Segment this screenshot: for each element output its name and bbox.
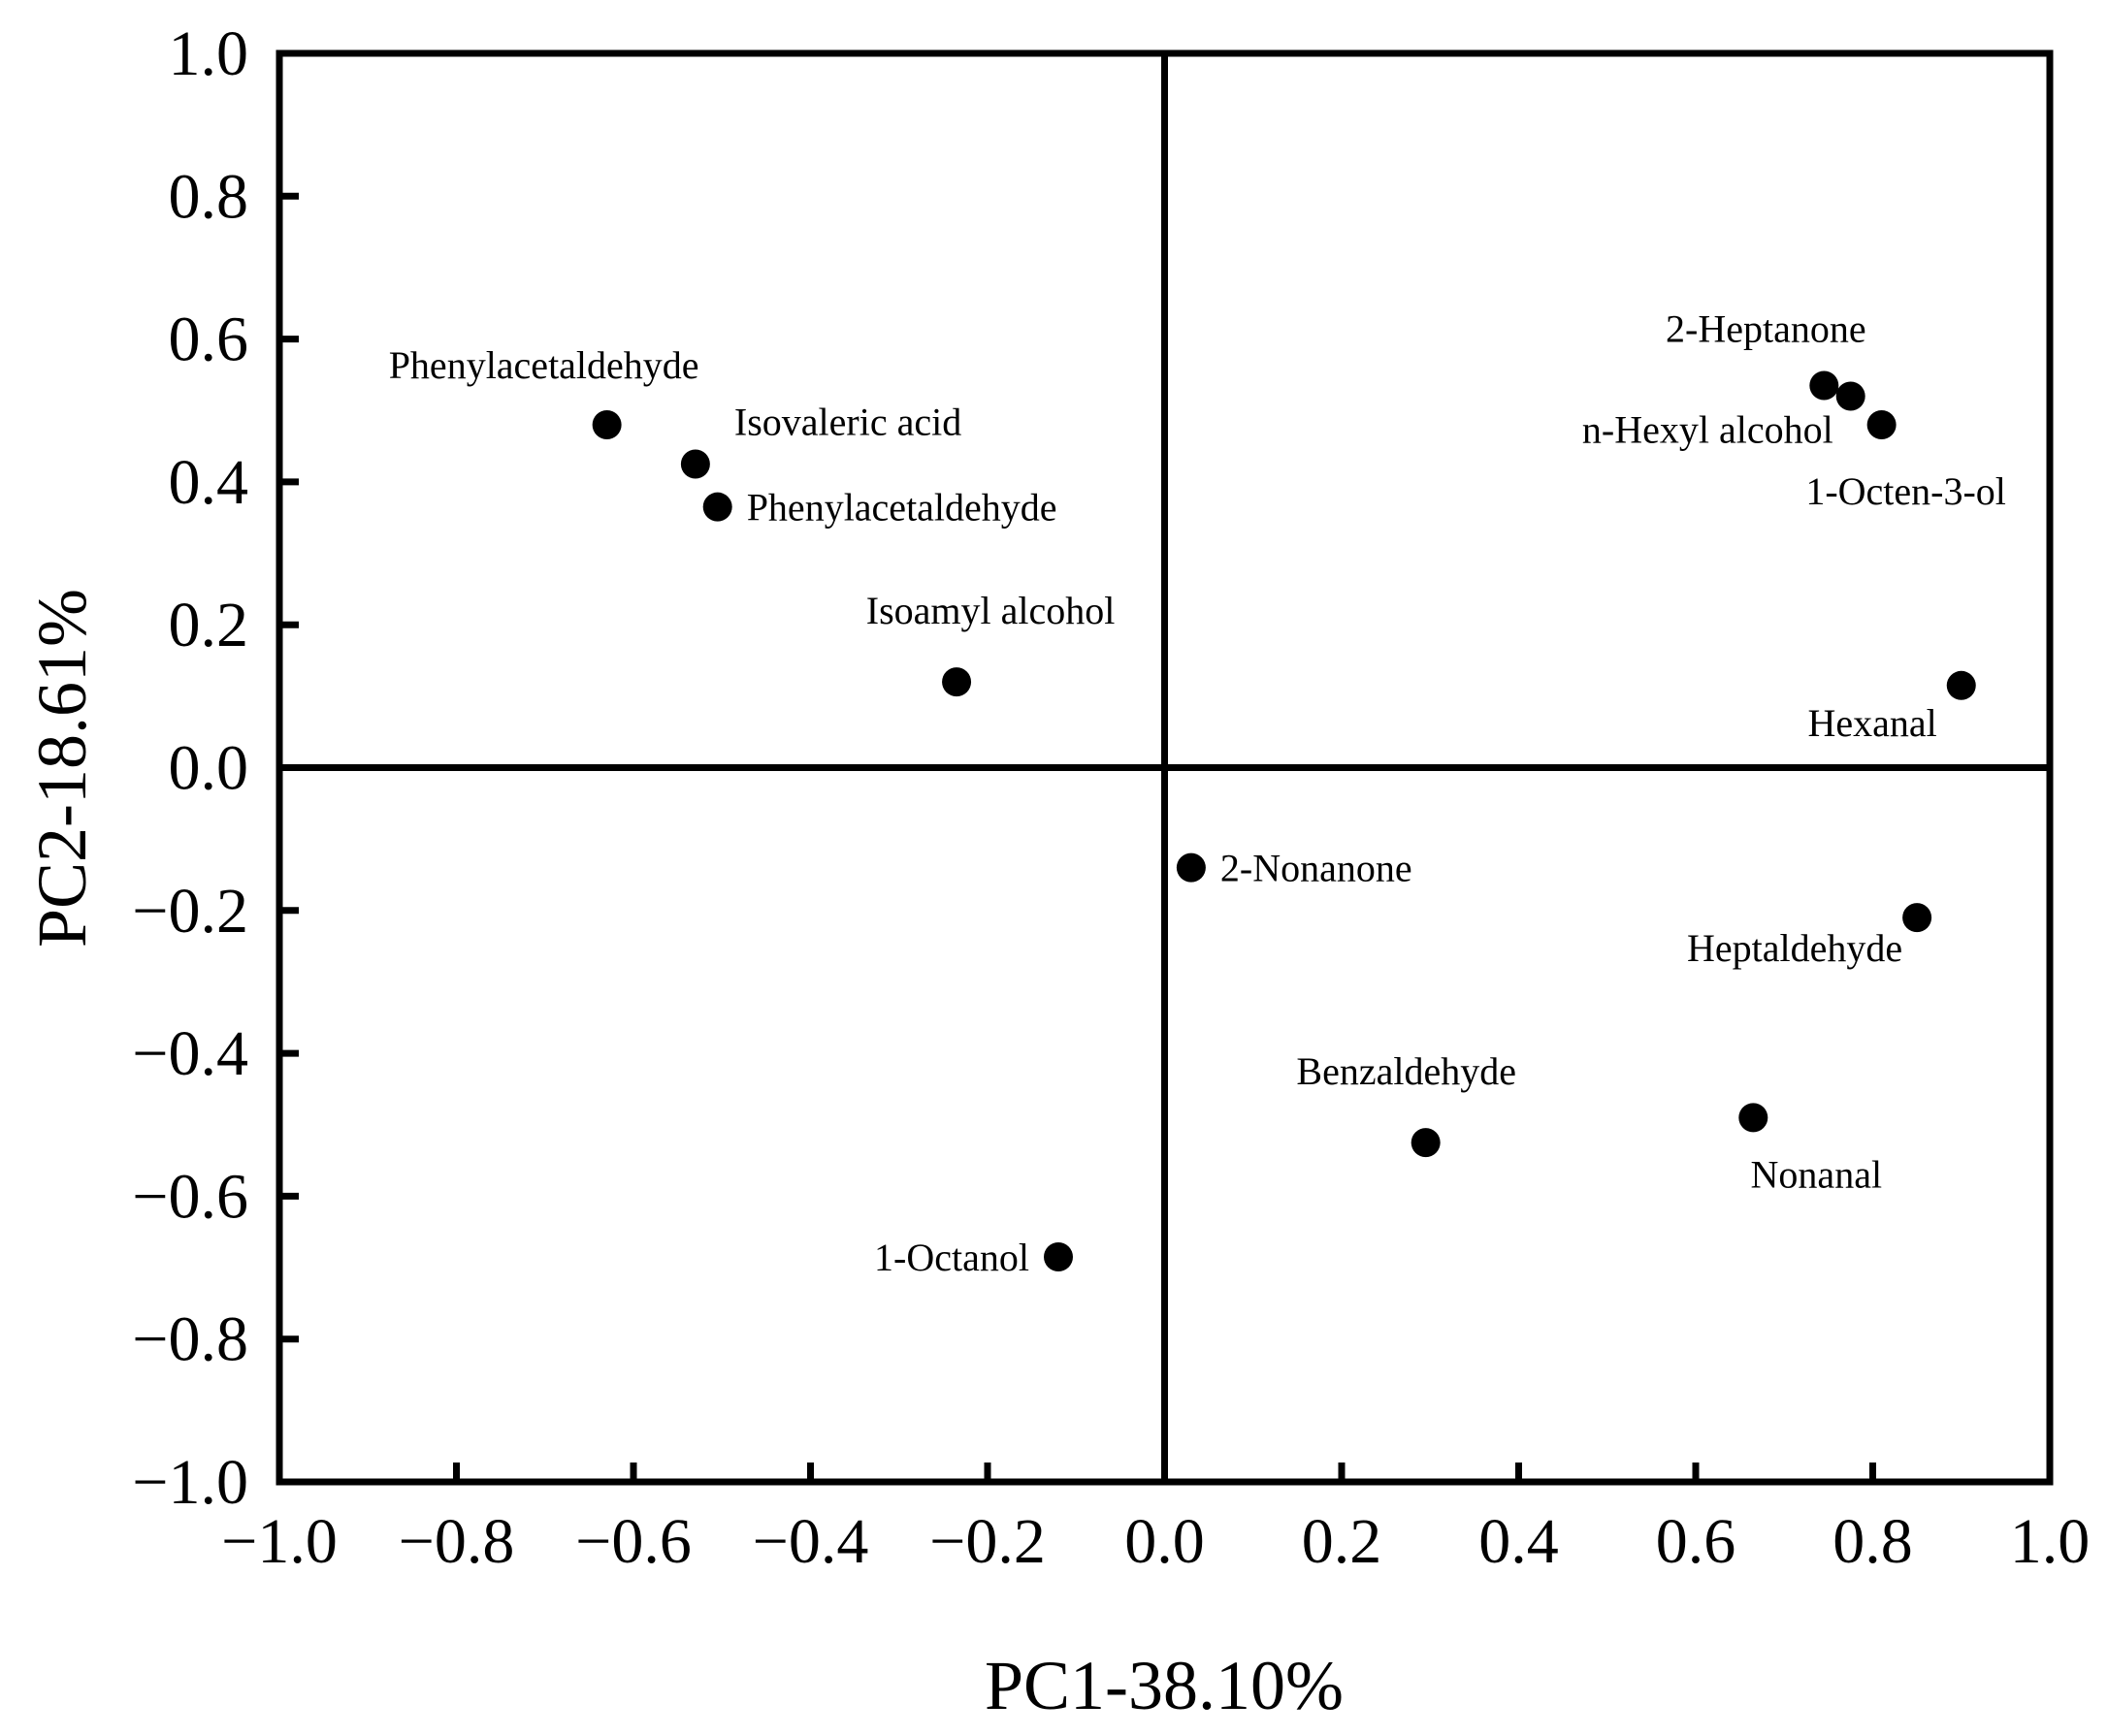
x-tick-label: 0.2 (1302, 1506, 1382, 1577)
data-point (702, 492, 732, 522)
point-label: n-Hexyl alcohol (1582, 408, 1833, 452)
points-layer (592, 370, 1976, 1272)
y-tick-label: 0.0 (169, 733, 249, 804)
point-label: 2-Nonanone (1220, 847, 1412, 890)
data-point (1902, 903, 1932, 933)
data-point (1044, 1242, 1073, 1272)
x-tick-label: −0.8 (399, 1506, 515, 1577)
point-label: 1-Octen-3-ol (1805, 469, 2006, 513)
data-point (942, 667, 972, 697)
y-tick-labels: −1.0 −0.8 −0.6 −0.4 −0.2 0.0 0.2 0.4 0.6 0.8 1.0 (132, 18, 248, 1518)
point-labels-layer: Phenylacetaldehyde Isovaleric acid Phenyla… (389, 306, 2006, 1279)
quadrant-lines (279, 53, 2050, 1482)
point-label: 1-Octanol (874, 1236, 1029, 1279)
point-label: Phenylacetaldehyde (747, 486, 1057, 530)
data-point (1835, 381, 1865, 411)
y-tick-label: 0.4 (169, 447, 249, 518)
y-axis-title: PC2-18.61% (23, 589, 101, 948)
data-point (1866, 409, 1897, 439)
point-label: Isoamyl alcohol (866, 589, 1116, 632)
y-tick-label: 0.6 (169, 305, 249, 375)
y-tick-label: 0.8 (169, 161, 249, 232)
x-tick-label: 1.0 (2010, 1506, 2091, 1577)
point-label: Hexanal (1807, 701, 1936, 745)
point-label: 2-Heptanone (1666, 306, 1866, 350)
point-label: Phenylacetaldehyde (389, 343, 699, 387)
x-tick-label: −0.2 (929, 1506, 1046, 1577)
point-label: Heptaldehyde (1687, 926, 1902, 970)
x-tick-label: 0.4 (1478, 1506, 1559, 1577)
data-point (680, 449, 710, 479)
point-label: Benzaldehyde (1296, 1049, 1516, 1093)
plot-frame (276, 49, 2054, 1486)
x-tick-label: −1.0 (221, 1506, 338, 1577)
y-tick-label: 0.2 (169, 590, 249, 660)
x-tick-label: 0.0 (1124, 1506, 1205, 1577)
x-tick-label: 0.8 (1832, 1506, 1913, 1577)
x-tick-label: −0.4 (753, 1506, 869, 1577)
data-point (1946, 670, 1976, 700)
data-point (1176, 852, 1206, 883)
data-point (1411, 1128, 1441, 1158)
y-tick-label: −0.6 (132, 1161, 248, 1232)
y-tick-label: −0.2 (132, 876, 248, 947)
data-point (1809, 370, 1839, 401)
point-label: Nonanal (1751, 1152, 1883, 1196)
x-tick-labels: −1.0 −0.8 −0.6 −0.4 −0.2 0.0 0.2 0.4 0.6 0.8 1.0 (221, 1506, 2090, 1577)
y-tick-label: 1.0 (169, 18, 249, 89)
y-tick-label: −0.4 (132, 1018, 248, 1089)
x-tick-label: 0.6 (1656, 1506, 1736, 1577)
point-label: Isovaleric acid (734, 400, 961, 443)
y-tick-label: −1.0 (132, 1447, 248, 1518)
x-tick-label: −0.6 (575, 1506, 692, 1577)
data-point (592, 409, 622, 439)
x-axis-title: PC1-38.10% (985, 1647, 1344, 1724)
y-tick-label: −0.8 (132, 1304, 248, 1375)
data-point (1738, 1103, 1768, 1133)
